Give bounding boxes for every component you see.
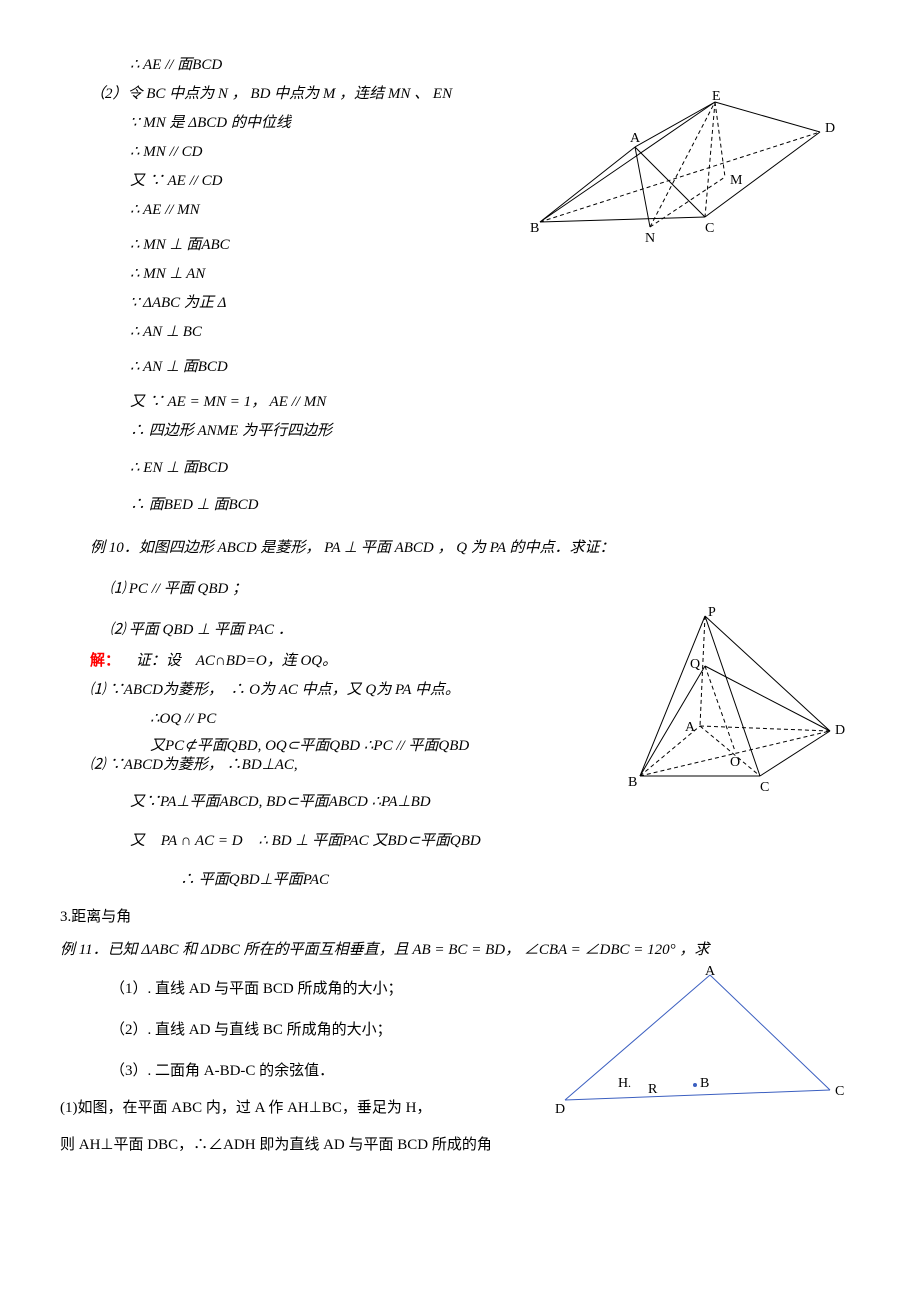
fig2-label-Q: Q (690, 657, 700, 672)
fig2-label-D: D (835, 723, 845, 738)
ex11-title: 例 11．已知 ΔABC 和 ΔDBC 所在的平面互相垂直，且 AB = BC … (60, 937, 860, 964)
fig3-label-R: R (648, 1082, 658, 1097)
figure-triangle-abcd: A D C B H R . (550, 965, 850, 1125)
line-p1-l8: ∴ MN ⊥ AN (60, 261, 860, 288)
fig3-label-H: H (618, 1076, 628, 1091)
line-p1-l12: 又 ∵ AE = MN = 1， AE // MN (60, 389, 860, 416)
ex11-title-b: ∠CBA = ∠DBC = 120° (524, 942, 676, 958)
ex10-title: 例 10．如图四边形 ABCD 是菱形， PA ⊥ 平面 ABCD ， Q 为 … (60, 535, 860, 562)
line-p1-l10: ∴ AN ⊥ BC (60, 319, 860, 346)
ex10-ans6a: 又 (130, 833, 145, 849)
figure-polyhedron-abcde: A B C D E M N (530, 92, 840, 262)
ex10-ans6c: ∴ BD ⊥ 平面PAC 又BD⊂平面QBD (258, 833, 480, 849)
fig3-label-B: B (700, 1076, 709, 1091)
ex11-block: 例 11．已知 ΔABC 和 ΔDBC 所在的平面互相垂直，且 AB = BC … (60, 937, 860, 1159)
ex10-ans1: 证：设 AC∩BD=O，连 OQ。 (136, 653, 337, 669)
ex10-ans6: 又 PA ∩ AC = D ∴ BD ⊥ 平面PAC 又BD⊂平面QBD (60, 828, 860, 855)
ex10-q1: ⑴ PC // 平面 QBD ； (60, 576, 860, 603)
fig1-label-D: D (825, 121, 835, 136)
fig3-label-A: A (705, 964, 716, 979)
ex11-title-a: 例 11．已知 ΔABC 和 ΔDBC 所在的平面互相垂直，且 AB = BC … (60, 942, 520, 958)
line-p1-l11: ∴ AN ⊥ 面BCD (60, 354, 860, 381)
fig3-label-D: D (555, 1102, 565, 1117)
ex11-a2: 则 AH⊥平面 DBC，∴∠ADH 即为直线 AD 与平面 BCD 所成的角 (60, 1132, 860, 1159)
fig1-label-C: C (705, 221, 714, 236)
fig1-label-N: N (645, 231, 655, 246)
line-p1-l14: ∴ EN ⊥ 面BCD (60, 455, 860, 482)
fig2-label-C: C (760, 780, 769, 795)
ex11-title-c: ，求 (679, 942, 709, 958)
fig1-label-B: B (530, 221, 539, 236)
ex10-ans6b: PA ∩ AC = D (161, 833, 243, 849)
fig2-label-B: B (628, 775, 637, 790)
fig2-label-P: P (708, 605, 716, 620)
ex10-ans7: ∴ 平面QBD⊥平面PAC (60, 867, 860, 894)
line-p1-l1: ∴ AE // 面BCD (60, 52, 860, 79)
ex10-ans-label: 解： (90, 653, 120, 669)
fig1-label-A: A (630, 131, 641, 146)
fig1-label-M: M (730, 173, 743, 188)
proof-block-1: ∴ AE // 面BCD （2）令 BC 中点为 N ， BD 中点为 M ，连… (60, 52, 860, 519)
fig2-label-O: O (730, 755, 740, 770)
line-p1-l9: ∵ ΔABC 为正 Δ (60, 290, 860, 317)
ex10-block: ⑴ PC // 平面 QBD ； ⑵ 平面 QBD ⊥ 平面 PAC ． 解： … (60, 576, 860, 894)
line-p1-l15: ∴ 面BED ⊥ 面BCD (60, 492, 860, 519)
fig1-label-E: E (712, 89, 721, 104)
fig2-label-A: A (685, 720, 696, 735)
line-p1-l13: ∴ 四边形 ANME 为平行四边形 (60, 418, 860, 445)
fig3-label-C: C (835, 1084, 844, 1099)
figure-pyramid-pabcd: P Q A B C D O (600, 606, 850, 806)
svg-text:.: . (628, 1076, 631, 1090)
sec3-heading: 3.距离与角 (60, 904, 860, 931)
